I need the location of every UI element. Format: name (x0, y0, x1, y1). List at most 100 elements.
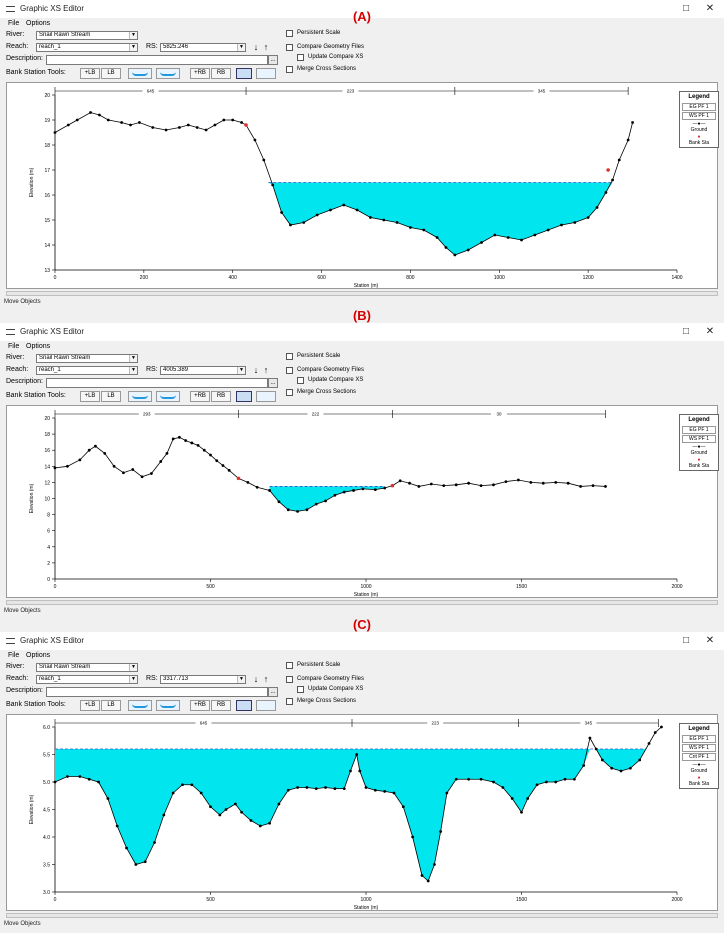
add-left-bank-button[interactable]: +LB (80, 700, 100, 711)
ground-point[interactable] (572, 777, 576, 781)
river-select[interactable]: Snail Rawn Stream ▼ (36, 31, 138, 40)
ground-point[interactable] (209, 453, 212, 457)
ground-point[interactable] (171, 437, 175, 441)
ground-point[interactable] (329, 208, 332, 212)
ground-point[interactable] (628, 766, 632, 770)
ground-point[interactable] (258, 824, 262, 828)
ground-point[interactable] (280, 211, 283, 214)
ground-point[interactable] (277, 500, 281, 504)
ground-point[interactable] (66, 464, 69, 468)
ground-point[interactable] (439, 830, 443, 833)
ground-point[interactable] (492, 780, 495, 784)
station-tool-icon[interactable] (236, 68, 252, 79)
minimize-icon[interactable] (620, 634, 640, 648)
channel-tool-icon[interactable] (128, 700, 152, 711)
ground-point[interactable] (554, 780, 558, 784)
ground-point[interactable] (444, 246, 448, 249)
fill-tool-icon[interactable] (156, 68, 180, 79)
ground-point[interactable] (195, 126, 199, 129)
ground-point[interactable] (89, 111, 92, 114)
ground-point[interactable] (422, 228, 426, 232)
ground-point[interactable] (506, 236, 510, 239)
ground-point[interactable] (480, 241, 483, 244)
ground-point[interactable] (246, 481, 250, 484)
ground-point[interactable] (178, 435, 181, 439)
ground-point[interactable] (610, 766, 614, 770)
ground-point[interactable] (140, 475, 144, 479)
left-bank-button[interactable]: LB (101, 391, 121, 402)
ground-point[interactable] (131, 468, 135, 471)
ground-point[interactable] (286, 508, 290, 512)
ground-point[interactable] (164, 128, 168, 132)
left-bank-button[interactable]: LB (101, 700, 121, 711)
close-icon[interactable]: ✕ (705, 635, 715, 646)
ground-point[interactable] (352, 489, 355, 492)
ground-point[interactable] (355, 753, 359, 756)
reach-select[interactable]: reach_1 ▼ (36, 366, 138, 375)
ground-point[interactable] (202, 448, 206, 452)
ground-point[interactable] (286, 788, 290, 792)
rs-select[interactable]: 5825.246 ▼ (160, 43, 246, 52)
ground-point[interactable] (296, 509, 299, 513)
maximize-icon[interactable]: □ (682, 326, 690, 337)
compare-geometry-checkbox[interactable] (286, 44, 293, 51)
ground-point[interactable] (591, 484, 595, 488)
channel-tool-icon[interactable] (128, 68, 152, 79)
ground-point[interactable] (541, 481, 545, 485)
ground-point[interactable] (129, 123, 132, 127)
ground-point[interactable] (190, 783, 194, 787)
ground-point[interactable] (240, 121, 244, 124)
ground-point[interactable] (222, 118, 226, 122)
description-button[interactable]: ... (268, 687, 278, 697)
ground-point[interactable] (103, 452, 107, 455)
ground-point[interactable] (560, 223, 563, 227)
ground-point[interactable] (196, 443, 200, 447)
maximize-icon[interactable]: □ (682, 3, 690, 14)
ground-point[interactable] (467, 481, 471, 485)
ground-point[interactable] (181, 783, 184, 787)
ground-point[interactable] (106, 797, 110, 800)
ground-point[interactable] (178, 126, 181, 129)
arrow-down-icon[interactable]: ↓ (253, 365, 259, 375)
persistent-scale-checkbox[interactable] (286, 30, 293, 37)
levee-tool-icon[interactable] (256, 68, 276, 79)
update-compare-checkbox[interactable] (297, 377, 304, 384)
ground-point[interactable] (369, 216, 372, 219)
ground-point[interactable] (112, 464, 116, 468)
ground-point[interactable] (53, 131, 57, 134)
description-field[interactable] (46, 55, 268, 65)
minimize-icon[interactable] (620, 2, 640, 16)
ground-point[interactable] (411, 835, 415, 839)
compare-geometry-checkbox[interactable] (286, 367, 293, 374)
arrow-up-icon[interactable]: ↑ (263, 365, 269, 375)
ground-point[interactable] (600, 758, 604, 762)
arrow-up-icon[interactable]: ↑ (263, 674, 269, 684)
ground-point[interactable] (233, 802, 237, 806)
ground-point[interactable] (566, 481, 570, 485)
ground-point[interactable] (617, 158, 621, 162)
update-compare-checkbox[interactable] (297, 54, 304, 61)
ground-point[interactable] (383, 789, 387, 793)
ground-point[interactable] (277, 802, 281, 806)
ground-point[interactable] (75, 118, 79, 122)
right-bank-button[interactable]: RB (211, 391, 231, 402)
ground-point[interactable] (358, 769, 362, 773)
ground-point[interactable] (453, 253, 457, 257)
ground-point[interactable] (253, 138, 257, 142)
ground-point[interactable] (324, 499, 327, 503)
ground-point[interactable] (87, 448, 91, 452)
maximize-icon[interactable]: □ (682, 635, 690, 646)
bank-station-point[interactable] (390, 483, 395, 488)
arrow-down-icon[interactable]: ↓ (253, 674, 259, 684)
ground-point[interactable] (186, 123, 190, 127)
ground-point[interactable] (268, 489, 271, 492)
ground-point[interactable] (209, 805, 212, 809)
ground-point[interactable] (305, 508, 309, 512)
ground-point[interactable] (392, 791, 396, 795)
ground-point[interactable] (227, 468, 231, 472)
ground-point[interactable] (479, 484, 483, 488)
menu-file[interactable]: File (8, 20, 20, 27)
ground-point[interactable] (604, 485, 607, 488)
merge-cross-checkbox[interactable] (286, 389, 293, 396)
ground-point[interactable] (271, 183, 275, 187)
